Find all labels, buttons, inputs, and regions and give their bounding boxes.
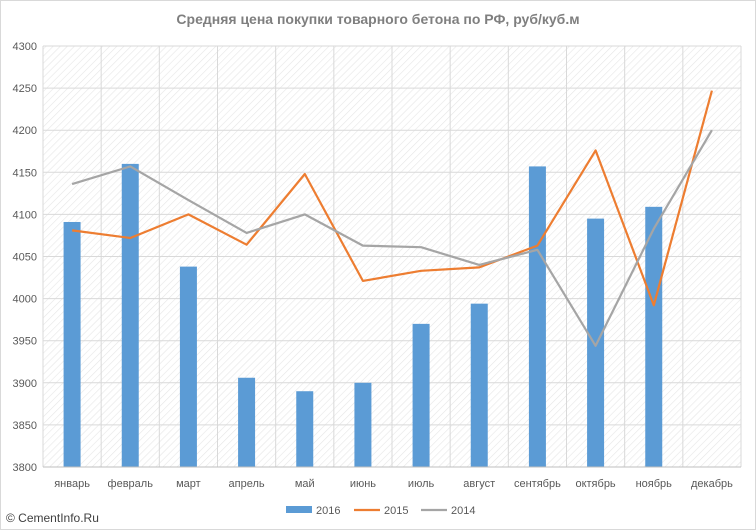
y-tick-label: 4100 <box>13 209 37 221</box>
bar-2016 <box>412 323 430 467</box>
bar-2016 <box>470 303 488 467</box>
y-tick-label: 3800 <box>13 462 37 474</box>
bar-2016 <box>528 166 546 467</box>
x-tick-label: январь <box>54 478 90 490</box>
watermark: © CementInfo.Ru <box>6 511 99 525</box>
bar-2016 <box>121 163 139 467</box>
y-tick-label: 4050 <box>13 252 37 264</box>
y-tick-label: 3950 <box>13 336 37 348</box>
legend-swatch-2016 <box>286 506 312 513</box>
line-series-2014 <box>71 129 713 347</box>
x-tick-label: февраль <box>108 478 154 490</box>
legend-label-2015: 2015 <box>384 505 408 517</box>
y-tick-label: 4000 <box>13 294 37 306</box>
y-tick-label: 4150 <box>13 167 37 179</box>
bar-2016 <box>587 218 605 467</box>
x-tick-label: декабрь <box>691 478 733 490</box>
bar-2016 <box>296 391 314 467</box>
y-tick-label: 4300 <box>13 41 37 53</box>
y-tick-label: 3850 <box>13 420 37 432</box>
bar-2016 <box>354 382 372 467</box>
bar-2016 <box>238 377 256 467</box>
x-tick-label: август <box>463 478 495 490</box>
legend-label-2014: 2014 <box>451 505 475 517</box>
y-tick-label: 4200 <box>13 125 37 137</box>
x-tick-label: март <box>176 478 201 490</box>
chart-title: Средняя цена покупки товарного бетона по… <box>176 11 580 27</box>
x-tick-label: апрель <box>229 478 265 490</box>
x-tick-label: июль <box>408 478 435 490</box>
y-tick-label: 4250 <box>13 83 37 95</box>
bar-2016 <box>63 221 81 467</box>
legend-label-2016: 2016 <box>316 505 340 517</box>
x-tick-label: май <box>295 478 315 490</box>
x-tick-label: сентябрь <box>514 478 561 490</box>
x-tick-label: октябрь <box>575 478 615 490</box>
x-tick-label: ноябрь <box>636 478 673 490</box>
x-tick-label: июнь <box>350 478 376 490</box>
bar-2016 <box>645 206 663 467</box>
line-series-2015 <box>71 90 713 307</box>
bar-2016 <box>179 266 197 467</box>
y-tick-label: 3900 <box>13 378 37 390</box>
